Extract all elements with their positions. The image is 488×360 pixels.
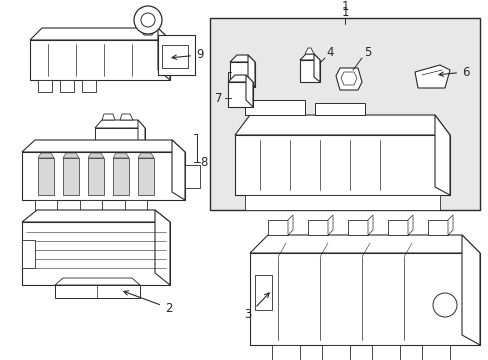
Polygon shape: [321, 345, 349, 360]
Polygon shape: [22, 210, 170, 222]
Polygon shape: [140, 28, 156, 35]
Polygon shape: [367, 215, 372, 235]
Text: 8: 8: [200, 156, 207, 168]
Polygon shape: [22, 140, 184, 152]
Text: 2: 2: [123, 291, 172, 315]
Polygon shape: [30, 40, 170, 80]
Polygon shape: [387, 220, 407, 235]
Polygon shape: [229, 62, 254, 87]
Polygon shape: [299, 60, 319, 82]
Polygon shape: [38, 158, 54, 195]
Polygon shape: [427, 220, 447, 235]
Polygon shape: [22, 222, 170, 285]
Polygon shape: [88, 153, 104, 158]
Polygon shape: [227, 82, 252, 107]
Polygon shape: [414, 65, 449, 88]
Polygon shape: [271, 345, 299, 360]
Circle shape: [134, 6, 162, 34]
Polygon shape: [55, 278, 140, 285]
Polygon shape: [227, 75, 252, 82]
Polygon shape: [125, 200, 147, 212]
Polygon shape: [158, 28, 170, 80]
Polygon shape: [120, 114, 133, 120]
Polygon shape: [63, 158, 79, 195]
Polygon shape: [102, 114, 115, 120]
Polygon shape: [407, 215, 412, 235]
Polygon shape: [247, 55, 254, 87]
Polygon shape: [113, 153, 129, 158]
Polygon shape: [307, 220, 327, 235]
Polygon shape: [371, 345, 399, 360]
Polygon shape: [305, 48, 313, 54]
Polygon shape: [38, 80, 52, 92]
Text: 1: 1: [341, 0, 348, 13]
Polygon shape: [22, 152, 184, 200]
Polygon shape: [447, 215, 452, 235]
Text: 5: 5: [364, 45, 371, 58]
Polygon shape: [88, 158, 104, 195]
Polygon shape: [55, 285, 140, 298]
Polygon shape: [287, 215, 292, 235]
Polygon shape: [327, 215, 332, 235]
Text: 4: 4: [325, 45, 333, 58]
Polygon shape: [340, 72, 356, 85]
Polygon shape: [162, 45, 187, 68]
Polygon shape: [313, 54, 319, 82]
Text: 6: 6: [438, 66, 468, 78]
Polygon shape: [95, 120, 145, 128]
Polygon shape: [249, 235, 479, 253]
Polygon shape: [35, 200, 57, 212]
Polygon shape: [347, 220, 367, 235]
Polygon shape: [335, 68, 361, 90]
Polygon shape: [172, 140, 184, 200]
Polygon shape: [461, 235, 479, 345]
Polygon shape: [254, 275, 271, 310]
Polygon shape: [155, 210, 170, 285]
Polygon shape: [245, 75, 252, 107]
Circle shape: [432, 293, 456, 317]
Polygon shape: [421, 345, 449, 360]
Polygon shape: [235, 135, 449, 195]
Polygon shape: [267, 220, 287, 235]
Circle shape: [141, 13, 155, 27]
Polygon shape: [60, 80, 74, 92]
Polygon shape: [82, 80, 96, 92]
Polygon shape: [138, 120, 145, 148]
Polygon shape: [30, 28, 170, 40]
Polygon shape: [22, 240, 35, 268]
Polygon shape: [158, 35, 195, 75]
Polygon shape: [244, 100, 305, 115]
Polygon shape: [249, 253, 479, 345]
Polygon shape: [138, 158, 154, 195]
Polygon shape: [434, 115, 449, 195]
Polygon shape: [244, 195, 439, 210]
Polygon shape: [314, 103, 364, 115]
Polygon shape: [80, 200, 102, 212]
Polygon shape: [184, 165, 200, 188]
Text: 3: 3: [244, 293, 269, 321]
Polygon shape: [229, 55, 254, 62]
Polygon shape: [95, 128, 145, 148]
Polygon shape: [138, 153, 154, 158]
Polygon shape: [63, 153, 79, 158]
Text: 7: 7: [214, 91, 222, 104]
Polygon shape: [113, 158, 129, 195]
Text: 1: 1: [341, 6, 348, 19]
Polygon shape: [38, 153, 54, 158]
Polygon shape: [235, 115, 449, 135]
Bar: [209, 18, 479, 210]
Text: 9: 9: [172, 49, 203, 62]
Polygon shape: [299, 54, 319, 60]
